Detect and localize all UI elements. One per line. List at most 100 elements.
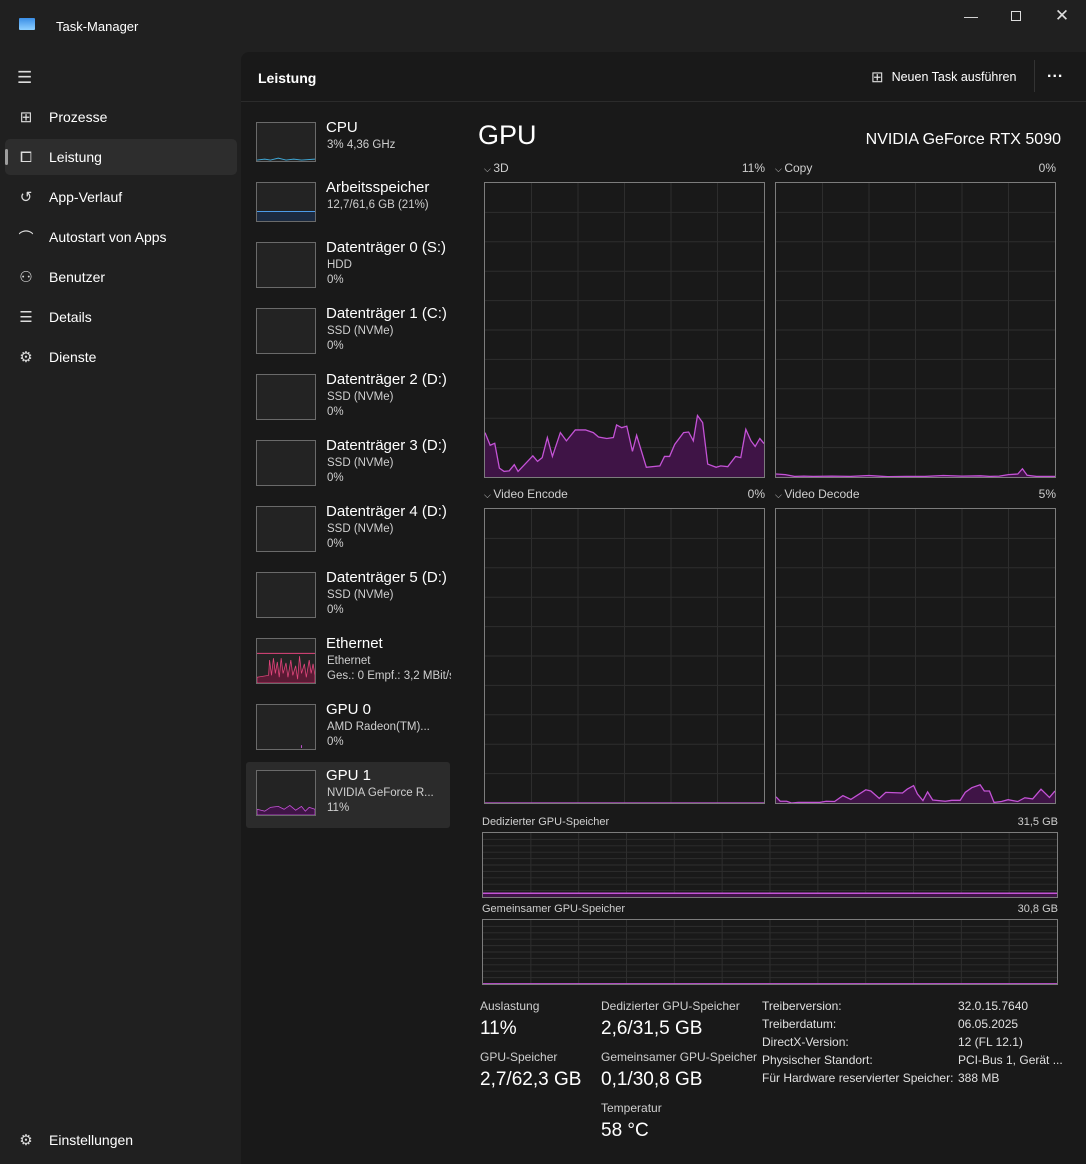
device-subtitle: SSD (NVMe)	[327, 391, 394, 403]
dedicated-memory-value: 2,6/31,5 GB	[601, 1018, 703, 1039]
device-name: Ethernet	[326, 635, 383, 652]
sidebar-item-prozesse[interactable]: ⊞ Prozesse	[5, 99, 237, 135]
device-value: 11%	[327, 802, 350, 814]
chart-area	[776, 784, 1055, 803]
gpu-memory-label: GPU-Speicher	[480, 1050, 558, 1064]
maximize-button[interactable]	[993, 0, 1039, 32]
chevron-down-icon: ⌵	[775, 490, 785, 500]
device-thumbnail-graph	[256, 122, 316, 162]
active-indicator	[5, 149, 8, 165]
device-name: Datenträger 1 (C:)	[326, 305, 447, 322]
sidebar-item-label: Benutzer	[49, 269, 106, 285]
sidebar-item-einstellungen[interactable]: ⚙ Einstellungen	[5, 1122, 237, 1158]
chart-line	[776, 467, 1055, 477]
device-value: 0%	[327, 340, 344, 352]
memory-chart-label: Gemeinsamer GPU-Speicher	[482, 903, 626, 915]
shared-memory-label: Gemeinsamer GPU-Speicher	[601, 1050, 758, 1064]
app-logo-icon	[19, 18, 35, 30]
sidebar-item-label: Leistung	[49, 149, 102, 165]
property-label: Physischer Standort:	[762, 1053, 873, 1067]
chart-title: Video Encode	[493, 487, 568, 501]
chart-label[interactable]: ⌵ 3D	[484, 161, 509, 175]
property-value: 06.05.2025	[958, 1017, 1019, 1031]
hamburger-menu-icon[interactable]: ☰	[17, 68, 33, 87]
chevron-down-icon: ⌵	[484, 164, 494, 174]
close-button[interactable]: ✕	[1054, 6, 1070, 25]
performance-icon: ⧠	[19, 148, 32, 166]
gpu-model: NVIDIA GeForce RTX 5090	[865, 131, 1061, 148]
sidebar-item-label: App-Verlauf	[49, 189, 123, 205]
device-name: Datenträger 2 (D:)	[326, 371, 447, 388]
chart-label[interactable]: ⌵ Video Decode	[775, 487, 860, 501]
settings-icon: ⚙	[19, 1132, 33, 1149]
memory-usage-area	[483, 893, 1057, 897]
chart-area	[485, 415, 764, 477]
chart-video-decode	[775, 508, 1056, 804]
device-item-datentr-ger-0-s[interactable]: Datenträger 0 (S:) HDD 0%	[246, 234, 450, 300]
device-item-gpu-0[interactable]: GPU 0 AMD Radeon(TM)... 0%	[246, 696, 450, 762]
device-thumbnail-graph	[256, 308, 316, 354]
chart-value: 5%	[1038, 487, 1056, 501]
device-item-ethernet[interactable]: Ethernet Ethernet Ges.: 0 Empf.: 3,2 MBi…	[246, 630, 451, 696]
processes-icon: ⊞	[19, 109, 33, 126]
device-item-arbeitsspeicher[interactable]: Arbeitsspeicher 12,7/61,6 GB (21%)	[246, 174, 450, 240]
page-header: Leistung ⊞ Neuen Task ausführen ...	[241, 52, 1086, 102]
device-subtitle: SSD (NVMe)	[327, 325, 394, 337]
sidebar-item-dienste[interactable]: ⚙ Dienste	[5, 339, 237, 375]
users-icon: ⚇	[19, 269, 33, 286]
device-thumbnail-graph	[256, 182, 316, 222]
chart-value: 0%	[1038, 161, 1056, 175]
sidebar-item-label: Details	[49, 309, 92, 325]
device-thumbnail-graph	[256, 572, 316, 618]
chart-label[interactable]: ⌵ Video Encode	[484, 487, 568, 501]
device-item-datentr-ger-3-d[interactable]: Datenträger 3 (D:) SSD (NVMe) 0%	[246, 432, 450, 498]
startup-icon: ⌒	[18, 229, 34, 247]
minimize-button[interactable]: —	[964, 8, 978, 24]
device-name: GPU 0	[326, 701, 372, 718]
device-thumbnail-graph	[256, 374, 316, 420]
device-item-datentr-ger-2-d[interactable]: Datenträger 2 (D:) SSD (NVMe) 0%	[246, 366, 450, 432]
run-new-task-button[interactable]: ⊞ Neuen Task ausführen	[871, 62, 1016, 92]
sidebar-item-benutzer[interactable]: ⚇ Benutzer	[5, 259, 237, 295]
device-subtitle: HDD	[327, 259, 352, 271]
device-thumbnail-graph	[256, 242, 316, 288]
property-value: 388 MB	[958, 1071, 1000, 1085]
device-name: Datenträger 5 (D:)	[326, 569, 447, 586]
chart-line	[776, 783, 1055, 803]
device-value: 0%	[327, 472, 344, 484]
sidebar-item-leistung[interactable]: ⧠ Leistung	[5, 139, 237, 175]
gpu-title: GPU	[478, 120, 537, 150]
chart-label[interactable]: ⌵ Copy	[775, 161, 812, 175]
sidebar-item-app-verlauf[interactable]: ↺ App-Verlauf	[5, 179, 237, 215]
memory-chart-label: Dedizierter GPU-Speicher	[482, 816, 610, 828]
device-subtitle: 3% 4,36 GHz	[327, 139, 396, 151]
device-item-datentr-ger-1-c[interactable]: Datenträger 1 (C:) SSD (NVMe) 0%	[246, 300, 450, 366]
device-item-cpu[interactable]: CPU 3% 4,36 GHz	[246, 114, 450, 180]
device-value: 0%	[327, 538, 344, 550]
sidebar-item-autostart[interactable]: ⌒ Autostart von Apps	[5, 219, 237, 255]
device-value: 0%	[327, 604, 344, 616]
device-item-gpu-1[interactable]: GPU 1 NVIDIA GeForce R... 11%	[246, 762, 450, 828]
chart-copy	[775, 182, 1056, 478]
device-value: 0%	[327, 274, 344, 286]
shared-memory-value: 0,1/30,8 GB	[601, 1069, 703, 1090]
chart-3d	[484, 182, 765, 478]
device-item-datentr-ger-4-d[interactable]: Datenträger 4 (D:) SSD (NVMe) 0%	[246, 498, 450, 564]
window-title: Task-Manager	[56, 19, 139, 34]
chart-value: 11%	[741, 161, 765, 175]
sidebar-item-label: Autostart von Apps	[49, 229, 167, 245]
device-subtitle: SSD (NVMe)	[327, 457, 394, 469]
divider	[1034, 60, 1035, 92]
temperature-value: 58 °C	[601, 1120, 649, 1141]
property-label: Für Hardware reservierter Speicher:	[762, 1071, 954, 1085]
sidebar-item-label: Einstellungen	[49, 1132, 134, 1148]
device-value: 0%	[327, 736, 344, 748]
device-name: Datenträger 4 (D:)	[326, 503, 447, 520]
property-value: 12 (FL 12.1)	[958, 1035, 1023, 1049]
sidebar-item-details[interactable]: ☰ Details	[5, 299, 237, 335]
device-item-datentr-ger-5-d[interactable]: Datenträger 5 (D:) SSD (NVMe) 0%	[246, 564, 450, 630]
utilization-value: 11%	[480, 1018, 517, 1039]
chevron-down-icon: ⌵	[775, 164, 785, 174]
memory-chart-max: 30,8 GB	[1017, 903, 1058, 915]
more-options-button[interactable]: ...	[1047, 64, 1064, 81]
